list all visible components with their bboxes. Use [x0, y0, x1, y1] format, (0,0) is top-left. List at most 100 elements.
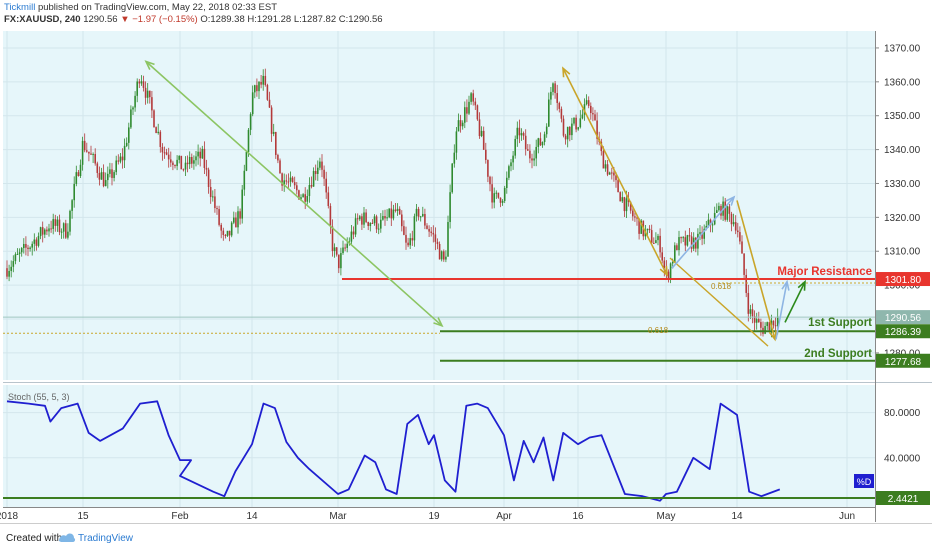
candle-body: [73, 183, 75, 201]
change-text: ▼ −1.97 (−0.15%): [120, 14, 198, 25]
gold-wave-arrow-head: [768, 330, 777, 342]
bullish-target-arrow-head: [797, 279, 806, 291]
gold-projection-arrow-head: [659, 265, 668, 277]
candle-body: [287, 181, 290, 183]
candle-body: [539, 138, 542, 146]
time-tick-label: May: [657, 511, 676, 522]
candle-body: [327, 192, 330, 207]
candle-body: [251, 92, 254, 115]
candle-body: [272, 132, 275, 134]
candle-body: [669, 263, 672, 279]
tradingview-logo-icon[interactable]: [58, 530, 76, 544]
candle-body: [247, 129, 250, 152]
price-tick-label: 1350.00: [884, 111, 921, 122]
candle-body: [594, 114, 596, 121]
candle-body: [178, 155, 180, 160]
candle-body: [562, 118, 565, 136]
candle-body: [304, 194, 306, 202]
candle-body: [119, 156, 122, 162]
candle-body: [632, 210, 634, 217]
candle-body: [531, 158, 533, 161]
candle-body: [138, 81, 141, 84]
candle-body: [50, 228, 52, 230]
candle-body: [33, 239, 36, 244]
candle-body: [459, 120, 462, 127]
price-tag-support: [876, 324, 930, 339]
candle-body: [766, 322, 768, 327]
candle-body: [382, 216, 384, 220]
candle-body: [514, 138, 516, 156]
candle-body: [157, 131, 159, 134]
candle-body: [564, 135, 567, 140]
candle-body: [774, 325, 777, 327]
candle-body: [237, 211, 239, 228]
candle-body: [730, 213, 733, 225]
candle-body: [573, 117, 575, 124]
candle-body: [71, 200, 73, 211]
candle-body: [195, 156, 197, 161]
candle-body: [426, 225, 428, 229]
candle-body: [77, 172, 80, 176]
candle-body: [548, 99, 550, 127]
publisher-name[interactable]: Tickmill: [4, 2, 36, 13]
candle-body: [711, 224, 714, 226]
candle-body: [306, 196, 309, 202]
candle-body: [409, 238, 411, 246]
candle-body: [587, 100, 590, 106]
candle-body: [249, 114, 252, 130]
candle-body: [163, 152, 166, 154]
candle-body: [86, 150, 88, 152]
candle-body: [262, 75, 264, 85]
candle-body: [39, 227, 42, 237]
price-tick-label: 1310.00: [884, 247, 921, 258]
time-axis[interactable]: 2018 15 Feb 14 Mar 19 Apr 16 May 14 Jun: [0, 511, 855, 522]
candle-body: [686, 235, 689, 246]
candle-body: [35, 239, 38, 246]
candle-body: [482, 130, 485, 150]
drawing-overlays: Major Resistance 1st Support 2nd Support 0.…: [3, 60, 875, 362]
stoch-legend-label: %D: [857, 477, 872, 487]
candle-body: [197, 151, 199, 157]
price-axis[interactable]: 1370.00 1360.00 1350.00 1340.00 1330.00 1320.…: [875, 43, 930, 464]
candle-body: [153, 110, 155, 128]
price-pane-background: [3, 31, 875, 380]
candle-body: [245, 151, 248, 171]
candle-body: [449, 192, 451, 223]
candle-body: [432, 232, 435, 235]
candle-body: [81, 140, 84, 165]
candle-body: [8, 270, 10, 277]
candle-body: [411, 238, 414, 241]
candle-body: [218, 209, 220, 225]
candle-body: [648, 228, 651, 231]
price-chart[interactable]: Major Resistance 1st Support 2nd Support 0.…: [0, 0, 932, 522]
candle-body: [476, 105, 479, 120]
candle-body: [674, 245, 676, 262]
candle-body: [401, 214, 403, 227]
candle-body: [79, 164, 82, 176]
candle-body: [455, 131, 458, 153]
created-with-text: Created with: [6, 533, 63, 544]
candle-body: [254, 85, 256, 93]
candle-body: [650, 230, 653, 243]
candle-body: [506, 177, 508, 188]
candle-body: [613, 172, 615, 176]
candle-body: [140, 81, 143, 84]
candle-body: [384, 216, 386, 219]
time-tick-label: Mar: [329, 511, 347, 522]
candle-body: [701, 232, 703, 239]
tradingview-brand[interactable]: TradingView: [78, 533, 134, 544]
candle-body: [600, 141, 603, 152]
candle-body: [638, 218, 640, 234]
candle-body: [716, 210, 718, 213]
candle-body: [438, 243, 441, 260]
candle-body: [233, 217, 235, 223]
candle-body: [590, 105, 592, 114]
candle-body: [758, 319, 760, 323]
candle-body: [554, 83, 556, 94]
candle-body: [128, 127, 130, 143]
candle-body: [734, 222, 737, 231]
candle-body: [579, 118, 582, 128]
stoch-indicator: 2.4421: [3, 400, 930, 505]
candle-body: [115, 160, 117, 173]
candle-body: [468, 101, 470, 114]
